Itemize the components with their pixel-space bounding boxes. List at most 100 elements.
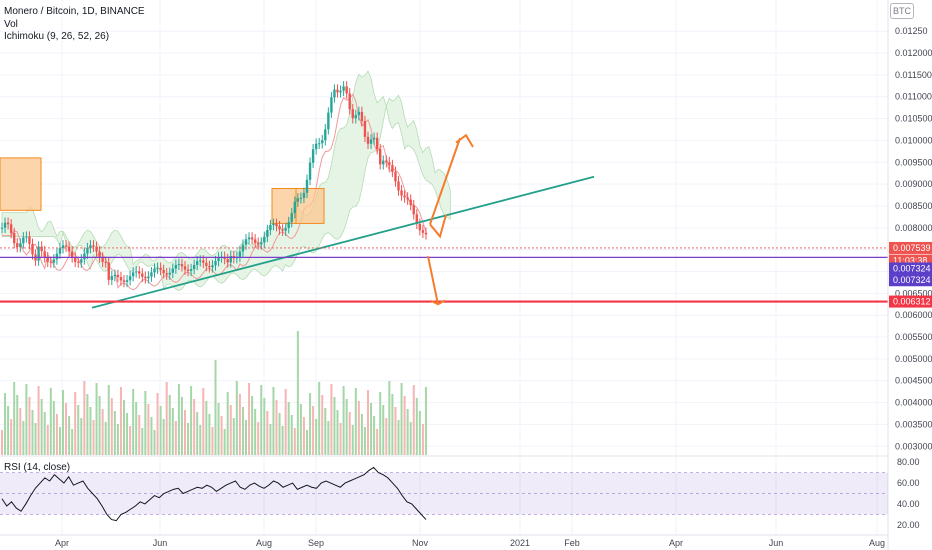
candle-body <box>369 139 373 144</box>
candle-body <box>19 243 22 248</box>
candle-body <box>22 237 25 244</box>
volume-bar <box>25 384 28 455</box>
candle-body <box>165 273 168 275</box>
candle-body <box>409 199 412 206</box>
candle-body <box>348 93 351 110</box>
candle-body <box>138 271 141 274</box>
arrow-up-head <box>455 133 474 148</box>
volume-bar <box>55 414 58 455</box>
volume-bar <box>272 387 275 455</box>
candle-body <box>406 197 409 200</box>
volume-bar <box>71 429 74 455</box>
price-tag-label: 0.007539 <box>893 243 931 253</box>
rsi-legend: RSI (14, close) <box>4 462 71 473</box>
candle-body <box>345 86 348 94</box>
candle-body <box>336 89 339 93</box>
arrow-up <box>429 137 461 225</box>
volume-bar <box>37 386 40 455</box>
volume-bar <box>260 385 263 455</box>
price-tick-label: 0.005000 <box>895 354 932 364</box>
volume-bar <box>248 383 251 455</box>
volume-bar <box>205 401 208 455</box>
price-tick-label: 0.003500 <box>895 419 932 429</box>
candle-body <box>205 262 208 266</box>
volume-bar <box>388 381 391 455</box>
volume-bar <box>223 429 226 455</box>
candle-body <box>260 242 263 245</box>
price-tag-label: 0.007324 <box>893 263 931 273</box>
candle-body <box>150 272 153 277</box>
candle-body <box>37 246 40 261</box>
candle-body <box>388 162 391 166</box>
time-tick-label: Feb <box>564 538 580 548</box>
rsi-tick-label: 60.00 <box>897 478 920 488</box>
volume-bar <box>400 383 403 455</box>
volume-bar <box>62 390 64 455</box>
volume-bar <box>379 392 382 455</box>
candle-body <box>177 264 181 266</box>
candle-body <box>424 232 428 235</box>
candle-body <box>40 246 43 252</box>
candle-body <box>86 248 89 254</box>
volume-bar <box>31 410 34 455</box>
volume-bar <box>116 424 119 455</box>
volume-bar <box>217 403 220 455</box>
time-tick-label: Aug <box>869 538 885 548</box>
volume-bar <box>327 421 330 455</box>
volume-bar <box>202 388 205 455</box>
currency-badge[interactable]: BTC <box>890 3 914 19</box>
candle-body <box>333 89 336 98</box>
candle-body <box>302 192 306 198</box>
price-tag <box>889 262 932 275</box>
candle-body <box>223 256 226 260</box>
volume-bar <box>232 418 235 455</box>
rsi-tick-label: 20.00 <box>897 520 920 530</box>
price-tag-label: 11:03:38 <box>893 256 927 266</box>
candle-body <box>25 236 28 238</box>
volume-bar <box>46 425 49 455</box>
candle-body <box>351 109 354 119</box>
candle-body <box>229 256 232 263</box>
price-axis[interactable]: 0.01250 0.012000 0.011500 0.011000 0.010500 0… <box>887 0 932 550</box>
candle-body <box>64 245 68 247</box>
price-tick-label: 0.003000 <box>895 441 932 451</box>
candle-body <box>342 86 345 91</box>
candle-body <box>196 261 199 265</box>
volume-bar <box>65 403 68 455</box>
volume-bar <box>104 422 107 455</box>
volume-bar <box>147 404 150 455</box>
candle-body <box>418 223 422 231</box>
trend-line <box>91 175 595 309</box>
time-axis[interactable]: Apr Jun Aug Sep Nov 2021 Feb Apr Jun Aug <box>0 534 888 548</box>
rsi-tick-label: 40.00 <box>897 499 920 509</box>
candle-body <box>394 171 397 182</box>
volume-bar <box>266 411 269 455</box>
volume-bar <box>208 414 211 455</box>
volume-bar <box>357 401 360 455</box>
time-tick-label: 2021 <box>510 538 530 548</box>
volume-bar <box>415 398 418 455</box>
volume-bar <box>211 427 214 455</box>
volume-bar <box>336 410 339 455</box>
price-tick-label: 0.011000 <box>895 92 932 102</box>
candle-body <box>189 269 193 271</box>
candle-body <box>186 269 190 271</box>
candle-body <box>46 257 49 262</box>
volume-bar <box>245 420 247 455</box>
volume-bar <box>187 423 190 455</box>
candle-body <box>153 268 156 273</box>
candle-body <box>421 230 425 233</box>
candle-body <box>296 198 300 202</box>
volume-bar <box>156 393 159 455</box>
volume-bar <box>306 430 308 455</box>
candle-body <box>156 267 159 269</box>
vol-legend: Vol <box>4 19 18 30</box>
volume-bar <box>406 409 409 455</box>
price-tick-label: 0.012000 <box>895 48 932 58</box>
drawings[interactable] <box>0 133 888 309</box>
candle-body <box>83 253 86 260</box>
candle-body <box>412 205 415 215</box>
candle-body <box>110 276 113 280</box>
candle-body <box>159 267 162 270</box>
